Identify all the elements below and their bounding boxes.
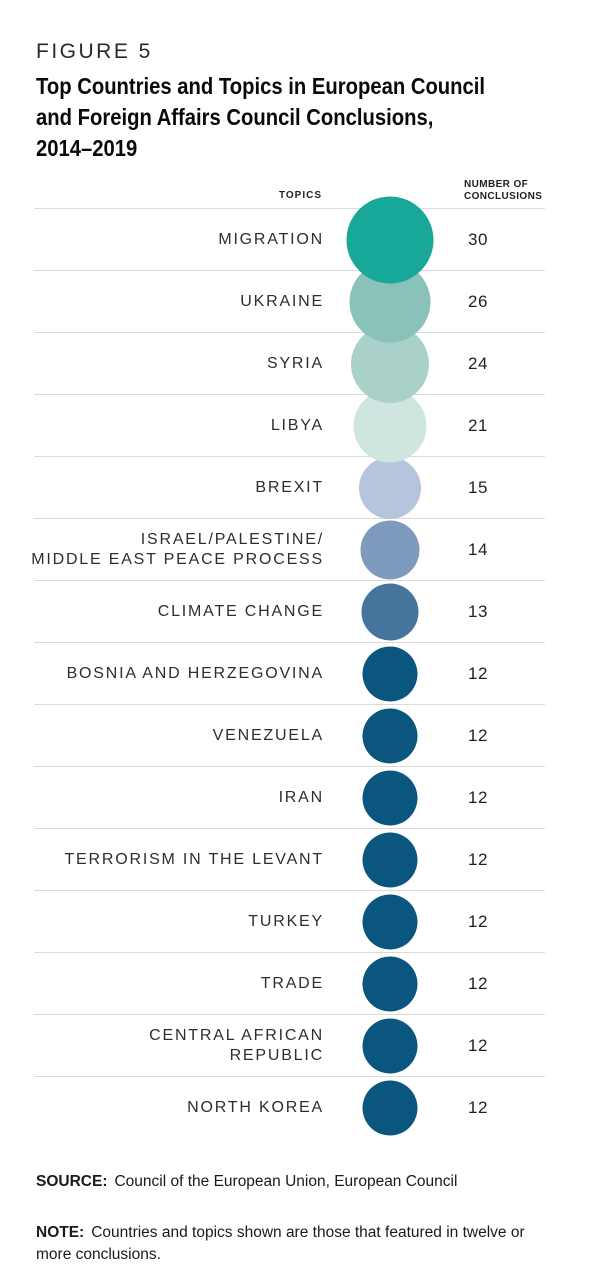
table-row: CENTRAL AFRICAN REPUBLIC 12 — [34, 1014, 545, 1076]
table-row: MIGRATION 30 — [34, 196, 545, 283]
topic-label: SYRIA — [267, 354, 324, 374]
conclusions-bubble — [360, 520, 420, 579]
conclusions-value: 14 — [468, 539, 488, 559]
conclusions-value: 12 — [468, 663, 488, 683]
conclusions-column-header-line: NUMBER OF — [464, 179, 529, 190]
topic-label: LIBYA — [271, 416, 324, 436]
conclusions-value: 26 — [468, 291, 488, 311]
figure-title-line: Top Countries and Topics in European Cou… — [36, 73, 486, 99]
topic-label: TRADE — [261, 974, 324, 994]
conclusions-value: 15 — [468, 477, 488, 497]
conclusions-bubble — [362, 708, 418, 763]
table-row: NORTH KOREA 12 — [34, 1076, 545, 1138]
topic-line: BREXIT — [255, 478, 324, 496]
table-row: VENEZUELA 12 — [34, 704, 545, 766]
conclusions-bubble — [362, 956, 418, 1011]
topic-line: CENTRAL AFRICAN — [149, 1026, 324, 1044]
figure-title: Top Countries and Topics in European Cou… — [36, 71, 600, 164]
topic-line: REPUBLIC — [229, 1046, 324, 1064]
conclusions-value: 12 — [468, 849, 488, 869]
topic-label: TERRORISM IN THE LEVANT — [64, 850, 324, 870]
topic-label: MIGRATION — [218, 230, 324, 250]
conclusions-value: 13 — [468, 601, 488, 621]
table-row: CLIMATE CHANGE 13 — [34, 580, 545, 642]
conclusions-value: 12 — [468, 725, 488, 745]
topics-column-header: TOPICS — [278, 190, 322, 201]
topic-line: TRADE — [260, 974, 324, 992]
conclusions-bubble — [362, 832, 418, 887]
topic-label: TURKEY — [248, 912, 324, 932]
conclusions-bubble — [362, 1018, 418, 1073]
source-text: Council of the European Union, European … — [114, 1173, 458, 1190]
topic-label: VENEZUELA — [213, 726, 324, 746]
topic-label: CENTRAL AFRICAN REPUBLIC — [149, 1026, 324, 1066]
table-row: IRAN 12 — [34, 766, 545, 828]
topic-line: TERRORISM IN THE LEVANT — [64, 850, 324, 868]
topic-label: IRAN — [279, 788, 324, 808]
table-row: UKRAINE 26 — [34, 261, 545, 342]
topic-line: VENEZUELA — [212, 726, 324, 744]
conclusions-value: 12 — [468, 973, 488, 993]
table-header-row: TOPICS NUMBER OF CONCLUSIONS — [34, 164, 545, 208]
conclusions-bubble — [362, 1080, 418, 1135]
topic-line: LIBYA — [270, 416, 324, 434]
table-row: SYRIA 24 — [34, 324, 545, 403]
topic-label: NORTH KOREA — [187, 1098, 324, 1118]
table-row: TERRORISM IN THE LEVANT 12 — [34, 828, 545, 890]
table-row: BOSNIA AND HERZEGOVINA 12 — [34, 642, 545, 704]
source-label: SOURCE: — [36, 1173, 108, 1190]
source-line: SOURCE: Council of the European Union, Eu… — [36, 1171, 556, 1192]
conclusions-bubble — [362, 646, 418, 701]
topic-label: CLIMATE CHANGE — [158, 602, 324, 622]
conclusions-value: 24 — [468, 353, 488, 373]
figure-title-line: 2014–2019 — [36, 135, 138, 161]
topic-label: ISRAEL/PALESTINE/MIDDLE EAST PEACE PROCE… — [31, 530, 324, 570]
conclusions-value: 12 — [468, 787, 488, 807]
table-row: ISRAEL/PALESTINE/MIDDLE EAST PEACE PROCE… — [31, 518, 545, 580]
topic-line: BOSNIA AND HERZEGOVINA — [66, 664, 324, 682]
topic-label: BOSNIA AND HERZEGOVINA — [67, 664, 324, 684]
conclusions-bubble — [346, 196, 434, 283]
conclusions-bubble — [359, 456, 421, 519]
topic-line: MIDDLE EAST PEACE PROCESS — [31, 550, 324, 568]
figure-number-label: FIGURE 5 — [36, 40, 153, 63]
topic-line: SYRIA — [266, 354, 324, 372]
topic-line: IRAN — [278, 788, 324, 806]
conclusions-bubble — [362, 770, 418, 825]
table-row: LIBYA 21 — [34, 389, 545, 462]
topic-line: TURKEY — [248, 912, 324, 930]
conclusions-value: 12 — [468, 1097, 488, 1117]
note-text: Countries and topics shown are those tha… — [36, 1224, 525, 1263]
figure-title-line: and Foreign Affairs Council Conclusions, — [36, 104, 434, 130]
figure-footer: SOURCE: Council of the European Union, Eu… — [36, 1171, 600, 1266]
topic-line: NORTH KOREA — [187, 1098, 324, 1116]
note-line: NOTE: Countries and topics shown are thos… — [36, 1222, 554, 1266]
conclusions-value: 30 — [468, 229, 488, 249]
conclusions-value: 21 — [468, 415, 488, 435]
table-row: TURKEY 12 — [34, 890, 545, 952]
topic-line: UKRAINE — [240, 292, 324, 310]
conclusions-column-header-line: CONCLUSIONS — [464, 191, 543, 202]
topic-line: ISRAEL/PALESTINE/ — [140, 530, 324, 548]
conclusions-bubble — [361, 583, 419, 640]
topic-line: CLIMATE CHANGE — [157, 602, 324, 620]
conclusions-bubble — [362, 894, 418, 949]
topic-label: BREXIT — [255, 478, 324, 498]
note-label: NOTE: — [36, 1224, 85, 1241]
bubble-table: MIGRATION 30 UKRAINE 26 SYRIA 24 LIBYA 2… — [31, 196, 545, 1138]
table-row: BREXIT 15 — [34, 456, 545, 519]
table-row: TRADE 12 — [34, 952, 545, 1014]
conclusions-value: 12 — [468, 1035, 488, 1055]
conclusions-column-header: NUMBER OF CONCLUSIONS — [464, 179, 542, 203]
conclusions-value: 12 — [468, 911, 488, 931]
topic-line: MIGRATION — [218, 230, 324, 248]
topic-label: UKRAINE — [240, 292, 324, 312]
